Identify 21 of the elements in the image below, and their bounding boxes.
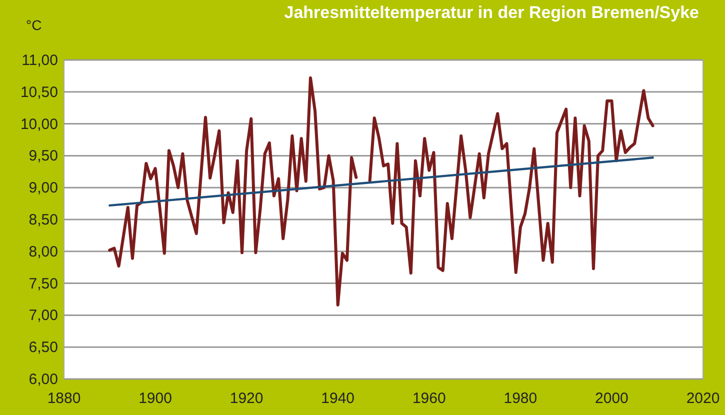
x-tick-label: 1940 (321, 390, 355, 407)
y-tick-label: 6,00 (28, 371, 58, 388)
x-tick-label: 1900 (138, 390, 172, 407)
y-tick-label: 9,00 (28, 180, 58, 197)
x-tick-label: 1920 (230, 390, 264, 407)
y-tick-label: 7,00 (28, 307, 58, 324)
x-tick-label: 1960 (412, 390, 446, 407)
x-tick-label: 2020 (686, 390, 720, 407)
y-tick-label: 7,50 (28, 275, 58, 292)
x-tick-label: 1980 (504, 390, 538, 407)
y-tick-label: 11,00 (22, 52, 58, 69)
y-tick-label: 10,00 (20, 116, 58, 133)
y-tick-label: 10,50 (20, 84, 58, 101)
y-tick-label: 8,00 (28, 243, 58, 260)
x-tick-label: 2000 (595, 390, 628, 407)
x-tick-label: 1880 (47, 390, 81, 407)
y-tick-label: 8,50 (28, 212, 58, 228)
y-tick-label: 9,50 (28, 148, 58, 165)
y-axis-title: °C (26, 17, 42, 33)
y-tick-label: 6,50 (28, 339, 58, 356)
chart-title: Jahresmitteltemperatur in der Region Bremen/Syke (284, 3, 699, 22)
